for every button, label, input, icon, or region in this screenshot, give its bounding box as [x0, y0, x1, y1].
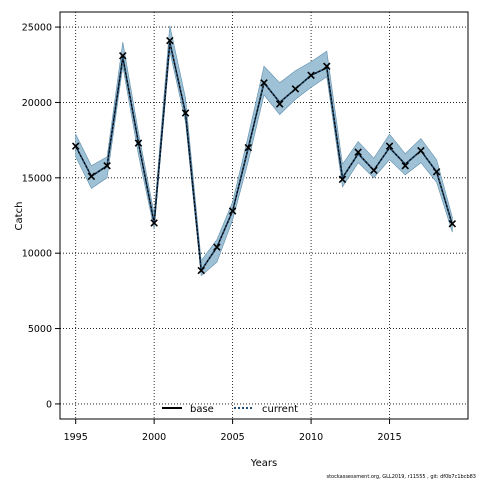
uncertainty-band — [75, 25, 453, 277]
y-axis-title: Catch — [14, 202, 25, 231]
observed-point-stroke — [401, 161, 409, 170]
observed-point — [417, 146, 425, 155]
observed-point — [134, 139, 143, 147]
observed-point — [228, 207, 237, 215]
plot-frame — [59, 11, 469, 420]
observed-point — [213, 243, 221, 251]
y-tick-label: 20000 — [22, 98, 52, 109]
observed-point-stroke — [275, 100, 284, 108]
x-axis-ticks: 1995 2000 2005 2010 2015 — [64, 419, 402, 443]
observed-point — [260, 79, 268, 87]
y-axis-ticks: 0 5000 10000 15000 20000 25000 — [22, 23, 60, 410]
observed-point — [448, 220, 457, 228]
observed-point-stroke — [103, 161, 111, 170]
observed-point-stroke — [87, 172, 96, 181]
observed-point-stroke — [197, 266, 205, 275]
y-tick-label: 25000 — [22, 23, 52, 34]
observed-point — [370, 166, 378, 175]
legend: base current — [162, 404, 298, 415]
observed-point — [150, 219, 158, 227]
observed-point — [71, 142, 80, 150]
observed-point-stroke — [338, 175, 347, 184]
observed-point — [338, 175, 347, 184]
observed-point-stroke — [134, 139, 143, 147]
observed-point-stroke — [150, 219, 158, 227]
observed-point — [103, 161, 111, 170]
x-tick-label: 2010 — [299, 432, 323, 443]
observed-point-stroke — [181, 109, 190, 117]
observed-markers — [71, 36, 457, 275]
y-tick-label: 15000 — [22, 173, 52, 184]
observed-point-stroke — [119, 51, 127, 60]
observed-point — [291, 85, 300, 93]
x-tick-label: 2000 — [142, 432, 166, 443]
observed-point-stroke — [213, 243, 221, 251]
x-axis-title: Years — [250, 458, 277, 469]
confidence-band — [75, 25, 453, 277]
observed-point — [275, 100, 284, 108]
y-tick-label: 10000 — [22, 249, 52, 260]
observed-point — [181, 109, 190, 117]
observed-point-stroke — [370, 166, 378, 175]
observed-point — [385, 142, 394, 150]
footer-text: stockassessment.org, GLL2019, r11555 , g… — [326, 474, 476, 480]
grid-lines — [60, 12, 468, 419]
observed-point-stroke — [354, 148, 362, 156]
observed-point — [354, 148, 362, 156]
observed-point-stroke — [307, 71, 315, 80]
observed-point-stroke — [71, 142, 80, 150]
observed-point-stroke — [432, 168, 441, 176]
observed-point — [307, 71, 315, 80]
observed-point-stroke — [385, 142, 394, 150]
observed-point — [401, 161, 409, 170]
observed-point — [166, 36, 174, 45]
observed-point-stroke — [323, 62, 331, 71]
x-tick-label: 2005 — [221, 432, 245, 443]
legend-current-label: current — [262, 404, 298, 415]
y-tick-label: 0 — [46, 399, 52, 410]
x-tick-label: 2015 — [377, 432, 401, 443]
x-tick-label: 1995 — [64, 432, 88, 443]
observed-point-stroke — [228, 207, 237, 215]
observed-point — [119, 51, 127, 60]
observed-point — [323, 62, 331, 71]
observed-point — [197, 266, 205, 275]
observed-point — [244, 143, 253, 152]
legend-base-label: base — [190, 404, 214, 415]
observed-point — [87, 172, 96, 181]
observed-point-stroke — [260, 79, 268, 87]
observed-point-stroke — [291, 85, 300, 93]
observed-point — [432, 168, 441, 176]
observed-point-stroke — [166, 36, 174, 45]
observed-point-stroke — [417, 146, 425, 155]
observed-point-stroke — [448, 220, 457, 228]
observed-point-stroke — [244, 143, 253, 152]
y-tick-label: 5000 — [28, 324, 52, 335]
